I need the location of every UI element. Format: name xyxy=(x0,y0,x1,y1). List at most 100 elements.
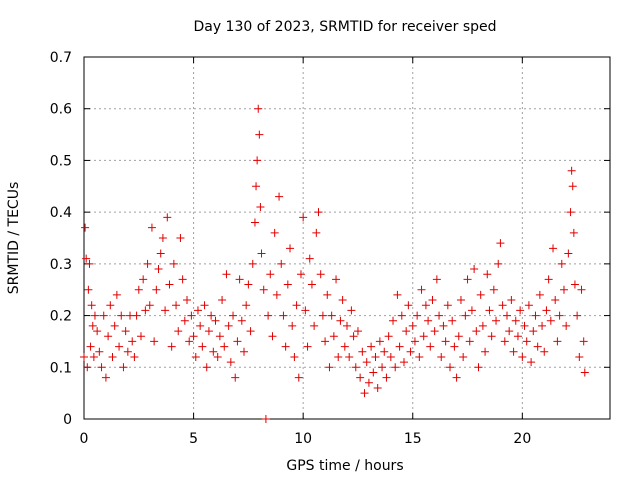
data-point xyxy=(540,347,549,356)
data-point xyxy=(345,352,354,361)
y-tick-label: 0.4 xyxy=(50,205,72,221)
data-point xyxy=(277,259,286,268)
data-point xyxy=(452,373,461,382)
data-point xyxy=(463,275,472,284)
data-point xyxy=(81,223,90,232)
y-tick-label: 0 xyxy=(63,412,72,428)
data-point xyxy=(404,301,413,310)
data-point xyxy=(266,270,275,279)
data-points xyxy=(80,104,589,423)
data-point xyxy=(393,290,402,299)
data-point xyxy=(340,342,349,351)
data-point xyxy=(143,259,152,268)
data-point xyxy=(461,311,470,320)
data-point xyxy=(161,306,170,315)
data-point xyxy=(533,342,542,351)
data-point xyxy=(573,311,582,320)
data-point xyxy=(296,270,305,279)
data-point xyxy=(80,352,88,361)
data-point xyxy=(360,389,369,398)
data-point xyxy=(524,301,533,310)
data-point xyxy=(413,311,422,320)
data-point xyxy=(233,337,242,346)
data-point xyxy=(325,363,334,372)
data-point xyxy=(259,285,268,294)
data-point xyxy=(564,249,573,258)
data-point xyxy=(397,311,406,320)
data-point xyxy=(417,285,426,294)
data-point xyxy=(421,301,430,310)
data-point xyxy=(167,342,176,351)
data-point xyxy=(108,352,117,361)
data-point xyxy=(288,321,297,330)
data-point xyxy=(88,321,97,330)
data-point xyxy=(430,327,439,336)
data-point xyxy=(432,275,441,284)
data-point xyxy=(193,306,202,315)
data-point xyxy=(246,327,255,336)
data-point xyxy=(529,327,538,336)
data-point xyxy=(89,352,98,361)
data-point xyxy=(93,327,102,336)
data-point xyxy=(562,321,571,330)
x-tick-label: 0 xyxy=(80,431,89,447)
chart-title: Day 130 of 2023, SRMTID for receiver spe… xyxy=(193,19,496,35)
data-point xyxy=(513,332,522,341)
data-point xyxy=(575,352,584,361)
y-tick-label: 0.2 xyxy=(50,309,72,325)
data-point xyxy=(483,270,492,279)
data-point xyxy=(518,352,527,361)
data-point xyxy=(470,265,479,274)
data-point xyxy=(459,352,468,361)
data-point xyxy=(200,301,209,310)
data-point xyxy=(424,316,433,325)
data-point xyxy=(307,280,316,289)
x-tick-label: 15 xyxy=(404,431,422,447)
data-point xyxy=(358,347,367,356)
data-point xyxy=(538,321,547,330)
data-point xyxy=(443,301,452,310)
data-point xyxy=(281,342,290,351)
data-point xyxy=(82,254,91,263)
data-point xyxy=(474,363,483,372)
data-point xyxy=(577,285,586,294)
data-point xyxy=(380,347,389,356)
data-point xyxy=(301,306,310,315)
data-point xyxy=(132,311,141,320)
data-point xyxy=(336,316,345,325)
data-point xyxy=(139,275,148,284)
data-point xyxy=(520,321,529,330)
data-point xyxy=(239,347,248,356)
data-point xyxy=(551,296,560,305)
data-point xyxy=(112,290,121,299)
data-point xyxy=(141,306,150,315)
data-point xyxy=(362,358,371,367)
data-point xyxy=(237,316,246,325)
data-point xyxy=(402,327,411,336)
data-point xyxy=(579,337,588,346)
data-point xyxy=(229,311,238,320)
data-point xyxy=(218,296,227,305)
data-point xyxy=(408,321,417,330)
data-point xyxy=(191,352,200,361)
data-point xyxy=(85,259,94,268)
data-point xyxy=(553,337,562,346)
data-point xyxy=(95,347,104,356)
data-point xyxy=(196,321,205,330)
data-point xyxy=(303,342,312,351)
data-point xyxy=(185,337,194,346)
data-point xyxy=(292,301,301,310)
data-point xyxy=(254,104,263,113)
data-point xyxy=(343,321,351,330)
data-point xyxy=(178,275,187,284)
data-point xyxy=(527,358,536,367)
data-point xyxy=(373,383,382,392)
data-point xyxy=(323,290,332,299)
data-point xyxy=(426,342,435,351)
data-point xyxy=(130,352,139,361)
data-point xyxy=(476,290,485,299)
x-axis-label: GPS time / hours xyxy=(286,458,403,474)
data-point xyxy=(213,352,222,361)
data-point xyxy=(555,311,564,320)
data-point xyxy=(84,285,93,294)
